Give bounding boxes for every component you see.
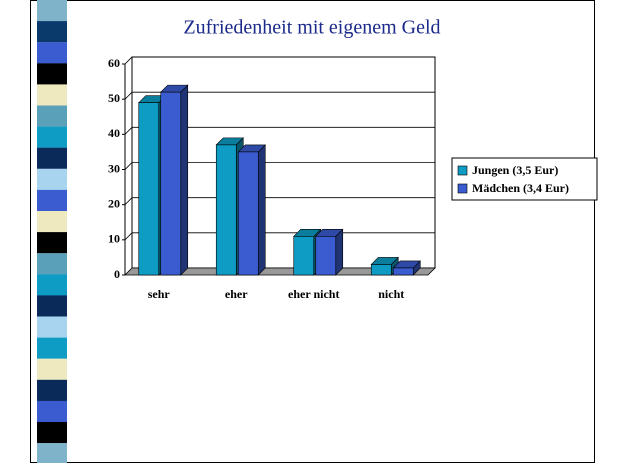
bar [161,92,181,275]
strip-block [37,21,67,42]
strip-block [37,106,67,127]
bar [393,268,413,275]
strip-block [37,84,67,105]
y-tick-label: 30 [108,161,120,175]
strip-block [37,422,67,443]
chart-title: Zufriedenheit mit eigenem Geld [183,17,440,39]
strip-block [37,359,67,380]
strip-block [37,211,67,232]
strip-block [37,274,67,295]
bar [216,145,236,275]
y-tick-label: 60 [108,56,120,70]
x-tick-label: sehr [148,287,171,301]
x-tick-label: eher nicht [288,287,339,301]
strip-block [37,232,67,253]
y-tick-label: 10 [108,232,120,246]
decor-strip [37,0,67,463]
strip-block [37,338,67,359]
strip-block [37,169,67,190]
bar-side [258,145,265,275]
strip-block [37,253,67,274]
page: Zufriedenheit mit eigenem Geld 0 10 20 30 40… [0,0,624,463]
strip-block [37,401,67,422]
bar-side [181,85,188,275]
bar [371,264,391,275]
strip-block [37,295,67,316]
bar [238,152,258,275]
legend-label: Jungen (3,5 Eur) [472,163,558,177]
y-tick-label: 50 [108,91,120,105]
legend-swatch [458,166,467,175]
bar-side [336,229,343,275]
legend-label: Mädchen (3,4 Eur) [472,181,569,195]
bar [139,103,159,275]
bar [294,236,314,275]
x-tick-label: eher [225,287,248,301]
strip-block [37,0,67,21]
strip-block [37,127,67,148]
x-tick-label: nicht [378,287,404,301]
strip-block [37,148,67,169]
y-tick-label: 0 [114,267,120,281]
strip-block [37,380,67,401]
strip-block [37,190,67,211]
slide: Zufriedenheit mit eigenem Geld 0 10 20 30 40… [0,0,624,463]
strip-block [37,317,67,338]
strip-block [37,63,67,84]
bar [316,236,336,275]
strip-block [37,42,67,63]
strip-block [37,443,67,463]
y-tick-label: 40 [108,126,120,140]
y-tick-label: 20 [108,196,120,210]
legend-swatch [458,184,467,193]
